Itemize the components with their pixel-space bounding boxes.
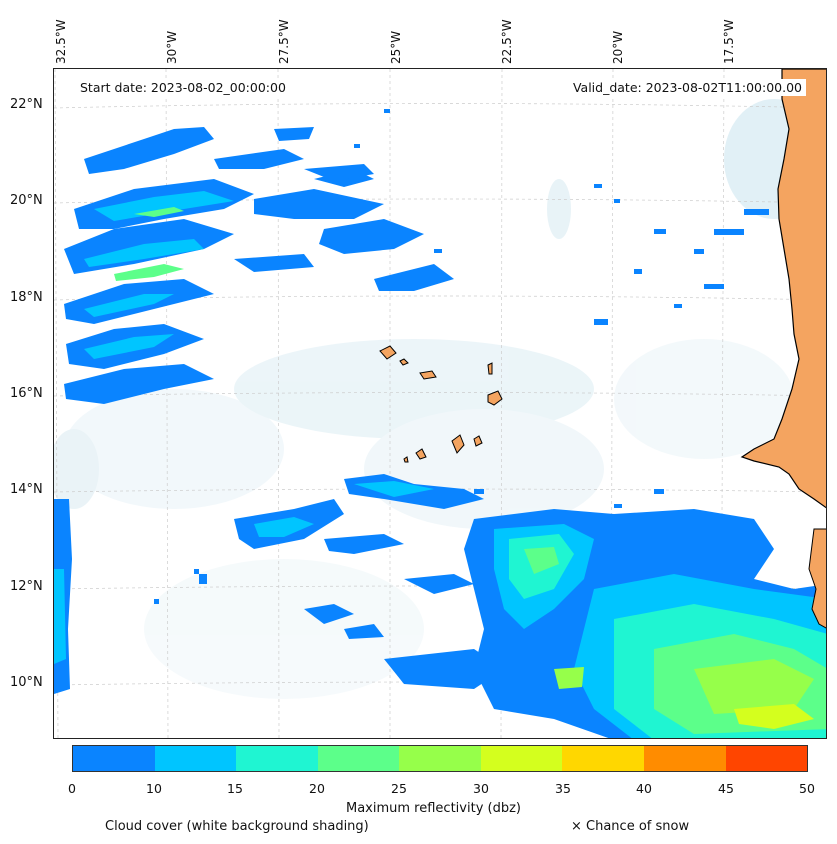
colorbar-segment [73,746,155,771]
colorbar-tick-label: 25 [391,781,407,796]
colorbar-tick-label: 10 [146,781,162,796]
lat-label: 12°N [10,579,43,594]
colorbar-tick-label: 40 [636,781,652,796]
colorbar-segment [725,746,808,771]
lon-label: 27.5°W [277,19,291,64]
colorbar-segment [480,746,563,771]
lat-label: 10°N [10,675,43,690]
colorbar-segment [317,746,400,771]
colorbar-segment [562,746,644,771]
map-panel: Start date: 2023-08-02_00:00:00 Valid_da… [53,68,827,739]
valid-date-label: Valid_date: 2023-08-02T11:00:00.00 [568,79,806,96]
colorbar-tick-label: 45 [718,781,734,796]
cape-verde-islands [379,345,503,463]
colorbar [72,745,808,772]
lon-label: 25°W [389,30,403,64]
lat-label: 22°N [10,97,43,112]
colorbar-label: Maximum reflectivity (dbz) [346,801,521,816]
reflectivity-se-lime [554,659,814,714]
lat-label: 18°N [10,290,43,305]
colorbar-tick-label: 15 [227,781,243,796]
colorbar-tick-label: 20 [309,781,325,796]
cloud-cover-note: Cloud cover (white background shading) [105,819,369,834]
start-date-label: Start date: 2023-08-02_00:00:00 [76,79,290,96]
lon-label: 32.5°W [54,19,68,64]
reflectivity-nw-cyan [84,191,234,359]
colorbar-tick-label: 30 [473,781,489,796]
land-africa-south [808,528,826,629]
reflectivity-scatter [154,109,769,604]
colorbar-segment [643,746,726,771]
colorbar-tick-label: 50 [799,781,815,796]
snow-legend: × Chance of snow [571,819,690,834]
reflectivity-mid-cyan [254,481,434,537]
land-africa [740,69,826,509]
lon-label: 22.5°W [500,19,514,64]
lon-label: 17.5°W [722,19,736,64]
lon-label: 20°W [611,30,625,64]
lat-label: 16°N [10,386,43,401]
colorbar-tick-label: 35 [555,781,571,796]
map-canvas [54,69,826,738]
reflectivity-se-yellow [734,704,814,729]
colorbar-tick-label: 0 [68,781,76,796]
colorbar-segment [236,746,318,771]
lat-label: 14°N [10,482,43,497]
colorbar-segment [399,746,481,771]
lat-label: 20°N [10,193,43,208]
lon-label: 30°W [165,30,179,64]
colorbar-segment [154,746,237,771]
reflectivity-west-edge-cyan [54,569,66,664]
reflectivity-nw-green [114,207,184,281]
